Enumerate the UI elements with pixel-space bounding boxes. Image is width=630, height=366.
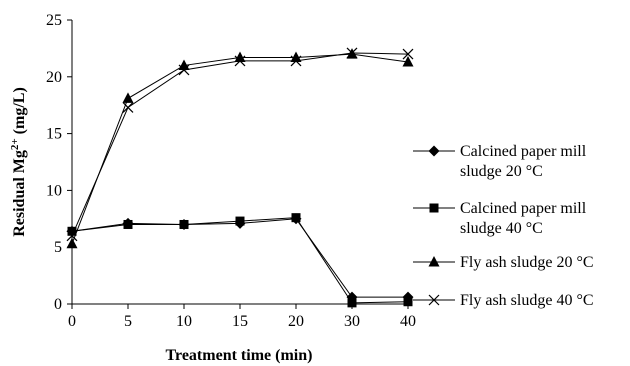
x-marker-stroke [122, 102, 134, 113]
x-tick-label: 10 [176, 313, 192, 330]
x-marker-stroke [346, 47, 358, 59]
legend-label: Calcined paper mill sludge 40 °C [460, 200, 587, 237]
data-point [123, 219, 133, 229]
series-line [71, 53, 409, 244]
chart-axes [71, 20, 408, 305]
data-point [122, 102, 134, 113]
y-tick-label: 20 [46, 69, 62, 86]
legend-label-line: sludge 40 °C [460, 220, 543, 237]
series-x [66, 47, 414, 242]
series-line [71, 217, 409, 304]
series-line [71, 52, 409, 237]
legend-label-line: sludge 20 °C [460, 163, 543, 180]
legend-label: Fly ash sludge 40 °C [460, 292, 594, 309]
legend-label: Calcined paper mill sludge 20 °C [460, 143, 587, 180]
legend-label: Fly ash sludge 20 °C [460, 254, 594, 271]
data-point [66, 237, 78, 249]
data-point [346, 47, 358, 59]
data-point [290, 55, 302, 67]
legend-marker [429, 203, 439, 213]
legend-entry: Fly ash sludge 40 °C [413, 292, 594, 309]
data-point [66, 230, 78, 242]
data-point [234, 51, 246, 62]
data-point [402, 56, 414, 67]
x-marker-stroke [178, 64, 190, 76]
data-point [402, 48, 414, 60]
x-marker-stroke [234, 55, 246, 67]
x-marker-stroke [402, 48, 414, 60]
legend-entry: Calcined paper mill sludge 40 °C [413, 200, 587, 237]
x-marker-stroke [66, 230, 78, 242]
legend-marker [428, 145, 440, 157]
y-axis-ticks: 0 5 10 15 20 25 [46, 12, 72, 313]
legend-label-line: Fly ash sludge 20 °C [460, 254, 594, 271]
data-point [234, 55, 246, 67]
x-axis-ticks: 0 5 10 15 20 30 40 [68, 304, 416, 330]
y-axis-title-base: Residual Mg [11, 150, 28, 237]
x-tick-label: 30 [344, 313, 360, 330]
series-layer [66, 47, 414, 308]
data-point [179, 219, 189, 229]
legend-entry: Calcined paper mill sludge 20 °C [413, 143, 587, 180]
data-point [178, 64, 190, 76]
data-point [67, 226, 77, 236]
legend-label-line: Calcined paper mill [460, 200, 587, 217]
series-square [67, 213, 413, 308]
legend-marker [428, 256, 440, 267]
y-axis-title: Residual Mg2+ (mg/L) [9, 87, 28, 237]
y-axis-title-superscript: 2+ [9, 138, 21, 150]
y-tick-label: 15 [46, 126, 62, 143]
data-point [403, 297, 413, 307]
data-point [235, 216, 245, 226]
series-diamond [66, 213, 414, 303]
data-point [290, 51, 302, 62]
legend-label-line: Calcined paper mill [460, 143, 587, 160]
x-axis-title: Treatment time (min) [166, 347, 313, 364]
y-tick-label: 5 [54, 239, 62, 256]
y-tick-label: 25 [46, 12, 62, 29]
legend-label-line: Fly ash sludge 40 °C [460, 292, 594, 309]
data-point [291, 213, 301, 223]
x-tick-label: 15 [232, 313, 248, 330]
series-line [71, 218, 408, 298]
x-marker-stroke [428, 294, 440, 306]
data-point [122, 92, 134, 103]
y-tick-label: 0 [54, 296, 62, 313]
legend-marker [428, 294, 440, 306]
x-tick-label: 40 [400, 313, 416, 330]
x-tick-label: 0 [68, 313, 76, 330]
x-tick-label: 5 [124, 313, 132, 330]
data-point [347, 298, 357, 308]
y-axis-title-unit: (mg/L) [11, 87, 28, 138]
y-tick-label: 10 [46, 182, 62, 199]
legend-entry: Fly ash sludge 20 °C [413, 254, 594, 271]
legend: Calcined paper mill sludge 20 °CCalcined … [413, 143, 594, 309]
x-marker-stroke [290, 55, 302, 67]
x-tick-label: 20 [288, 313, 304, 330]
